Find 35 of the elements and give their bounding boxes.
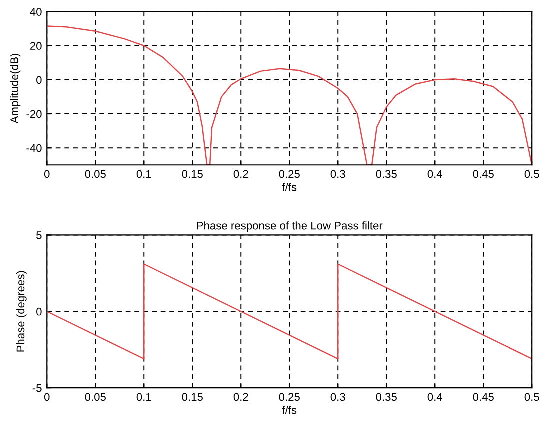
x-tick-label: 0.5 <box>524 170 540 178</box>
x-axis-title: f/fs <box>282 406 297 414</box>
x-tick-label: 0.3 <box>330 170 346 178</box>
x-tick-label: 0 <box>44 393 50 402</box>
x-tick-label: 0.4 <box>428 170 443 178</box>
y-axis-title: Amplitude(dB) <box>10 54 21 124</box>
y-tick-label: 0 <box>36 76 42 84</box>
y-tick-label: 40 <box>30 8 42 16</box>
x-tick-label: 0.35 <box>376 170 397 178</box>
x-tick-label: 0.45 <box>473 393 494 402</box>
y-tick-label: -5 <box>32 384 42 392</box>
y-axis-title: Phase (degrees) <box>16 271 27 352</box>
x-tick-label: 0.35 <box>376 393 397 402</box>
x-tick-label: 0.1 <box>136 393 152 402</box>
x-tick-label: 0.15 <box>182 393 203 402</box>
x-tick-label: 0 <box>44 170 50 178</box>
x-tick-label: 0.25 <box>279 393 300 402</box>
y-tick-label: 5 <box>36 232 42 240</box>
x-tick-label: 0.1 <box>136 170 152 178</box>
y-tick-label: 0 <box>36 308 42 316</box>
x-tick-label: 0.4 <box>428 393 443 402</box>
x-tick-label: 0.2 <box>234 170 248 178</box>
y-tick-label: -40 <box>26 144 42 152</box>
x-tick-label: 0.5 <box>524 393 540 402</box>
chart-title: Phase response of the Low Pass filter <box>197 222 383 232</box>
y-tick-label: 20 <box>30 42 42 50</box>
x-tick-label: 0.05 <box>85 170 106 178</box>
x-tick-label: 0.15 <box>182 170 203 178</box>
x-tick-label: 0.3 <box>330 393 346 402</box>
x-tick-label: 0.05 <box>85 393 106 402</box>
x-tick-label: 0.45 <box>473 170 494 178</box>
y-tick-label: -20 <box>26 110 42 118</box>
x-tick-label: 0.25 <box>279 170 300 178</box>
x-tick-label: 0.2 <box>234 393 248 402</box>
x-axis-title: f/fs <box>282 183 297 192</box>
